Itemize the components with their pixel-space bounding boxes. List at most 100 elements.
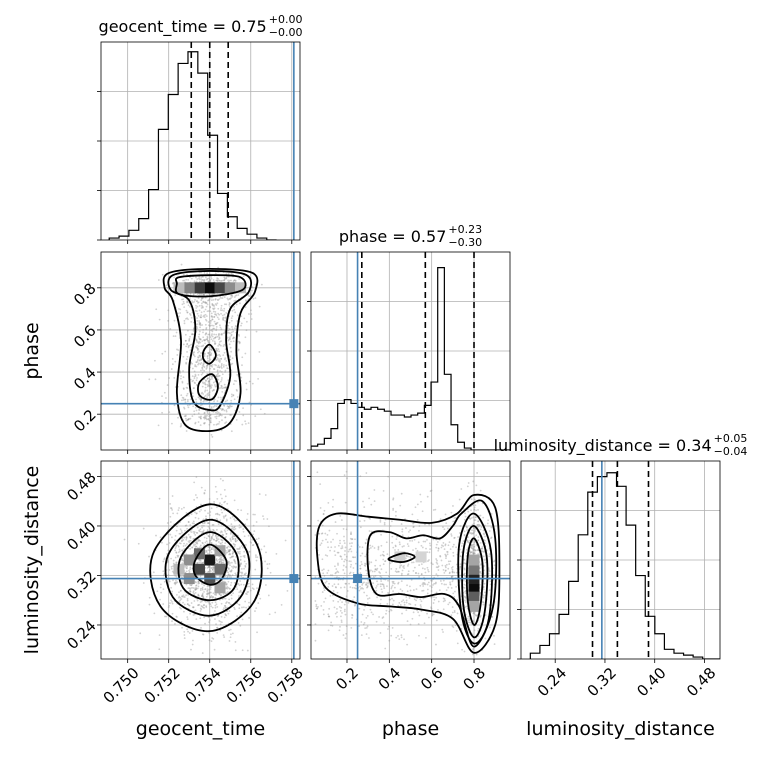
sample-point — [476, 524, 479, 526]
sample-point — [187, 304, 190, 307]
sample-point — [243, 567, 245, 570]
sample-point — [232, 555, 235, 558]
sample-point — [344, 637, 347, 640]
sample-point — [415, 599, 417, 602]
sample-point — [205, 328, 208, 331]
sample-point — [207, 522, 210, 525]
sample-point — [237, 294, 240, 296]
sample-point — [174, 539, 176, 542]
sample-point — [215, 559, 218, 561]
sample-point — [182, 387, 185, 390]
sample-point — [165, 284, 168, 287]
sample-point — [451, 606, 454, 608]
sample-point — [379, 602, 382, 605]
sample-point — [200, 345, 203, 348]
sample-point — [334, 612, 337, 615]
sample-point — [421, 567, 424, 570]
sample-point — [468, 621, 470, 624]
sample-point — [226, 502, 229, 505]
sample-point — [207, 592, 210, 595]
sample-point — [188, 569, 190, 572]
sample-point — [178, 532, 181, 535]
sample-point — [226, 546, 228, 549]
sample-point — [185, 309, 188, 312]
sample-point — [209, 336, 212, 339]
sample-point — [359, 554, 362, 557]
sample-point — [228, 552, 231, 555]
sample-point — [343, 608, 346, 611]
sample-point — [414, 506, 417, 509]
sample-point — [217, 535, 220, 538]
sample-point — [453, 596, 456, 598]
sample-point — [219, 326, 222, 329]
panel-clip — [311, 252, 510, 450]
sample-point — [398, 566, 401, 569]
sample-point — [219, 309, 222, 311]
sample-point — [174, 583, 177, 586]
sample-point — [266, 563, 269, 566]
sample-point — [314, 639, 317, 642]
sample-point — [222, 364, 225, 366]
sample-point — [227, 338, 230, 341]
sample-point — [241, 618, 244, 621]
sample-point — [465, 525, 468, 528]
sample-point — [434, 508, 437, 511]
sample-point — [210, 353, 212, 356]
sample-point — [174, 556, 177, 559]
sample-point — [258, 593, 261, 596]
sample-point — [168, 580, 171, 583]
sample-point — [190, 531, 193, 533]
sample-point — [207, 277, 210, 280]
sample-point — [344, 613, 347, 616]
sample-point — [225, 421, 228, 423]
sample-point — [180, 399, 183, 402]
sample-point — [209, 306, 212, 309]
sample-point — [190, 602, 193, 604]
sample-point — [274, 611, 277, 614]
sample-point — [353, 587, 356, 589]
sample-point — [216, 626, 219, 629]
sample-point — [171, 495, 174, 497]
sample-point — [209, 539, 212, 542]
sample-point — [329, 594, 332, 597]
sample-point — [202, 315, 205, 318]
sample-point — [247, 534, 250, 537]
sample-point — [193, 387, 195, 389]
sample-point — [193, 375, 196, 378]
sample-point — [207, 546, 209, 548]
sample-point — [443, 571, 446, 574]
sample-point — [202, 331, 204, 334]
sample-point — [206, 377, 209, 380]
sample-point — [245, 382, 248, 385]
sample-point — [242, 414, 245, 417]
sample-point — [210, 299, 213, 302]
sample-point — [213, 293, 216, 295]
sample-point — [207, 382, 210, 384]
sample-point — [215, 405, 218, 408]
sample-point — [206, 339, 209, 342]
sample-point — [409, 589, 412, 592]
sample-point — [225, 532, 228, 535]
sample-point — [202, 275, 204, 278]
sample-point — [336, 551, 339, 554]
truth-marker — [353, 574, 363, 584]
sample-point — [231, 362, 234, 365]
sample-point — [363, 581, 365, 584]
sample-point — [209, 569, 212, 572]
sample-point — [228, 629, 231, 632]
sample-point — [470, 546, 473, 549]
sample-point — [188, 587, 191, 590]
sample-point — [207, 324, 210, 327]
sample-point — [212, 529, 215, 532]
sample-point — [209, 416, 212, 419]
sample-point — [212, 528, 214, 531]
sample-point — [210, 594, 213, 597]
sample-point — [171, 620, 173, 623]
sample-point — [430, 489, 433, 492]
sample-point — [368, 530, 371, 532]
sample-point — [187, 521, 190, 523]
sample-point — [423, 583, 425, 586]
sample-point — [195, 586, 197, 589]
sample-point — [208, 413, 210, 416]
sample-point — [335, 571, 338, 574]
